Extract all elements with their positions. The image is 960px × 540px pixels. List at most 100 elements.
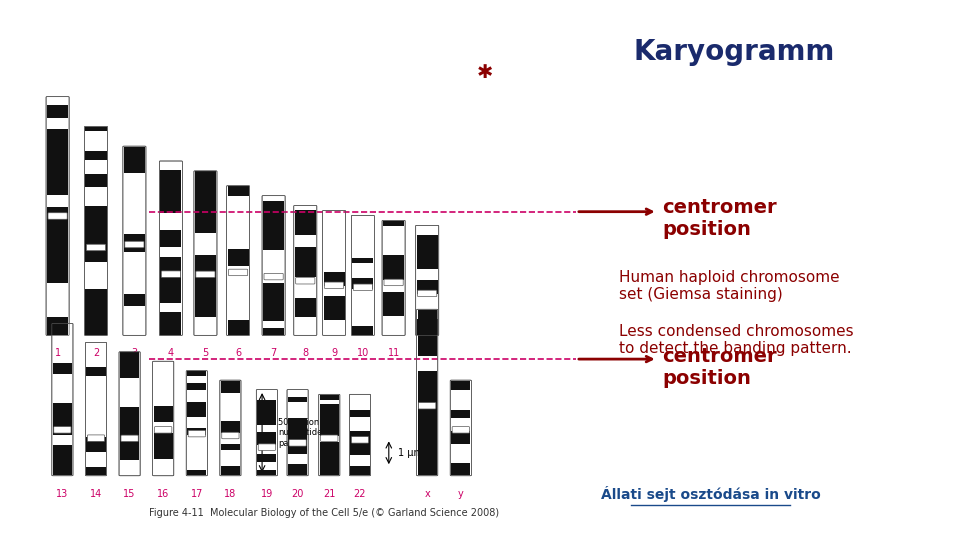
Bar [417, 260, 438, 269]
Bar [124, 154, 145, 173]
Bar [418, 342, 437, 356]
Bar [288, 429, 307, 436]
Bar [160, 275, 181, 282]
Bar [124, 147, 145, 154]
Bar [257, 409, 276, 417]
Bar [288, 436, 307, 442]
FancyBboxPatch shape [87, 435, 105, 441]
Bar [320, 420, 339, 428]
Bar [160, 195, 181, 213]
Bar [47, 105, 68, 118]
Bar [154, 416, 173, 422]
Bar [53, 411, 72, 427]
Text: 6: 6 [235, 348, 241, 359]
Bar [418, 402, 437, 417]
FancyBboxPatch shape [323, 211, 346, 335]
Bar [417, 253, 438, 260]
Text: 15: 15 [124, 489, 135, 499]
Bar [257, 400, 276, 409]
FancyBboxPatch shape [222, 432, 239, 438]
FancyBboxPatch shape [194, 171, 217, 335]
Bar [221, 443, 240, 450]
Text: y: y [458, 489, 464, 499]
Bar [154, 447, 173, 459]
Bar [187, 383, 206, 390]
Bar [295, 270, 316, 276]
Bar [417, 280, 438, 289]
Bar [124, 233, 145, 252]
Bar [263, 218, 284, 228]
Bar [263, 312, 284, 321]
FancyBboxPatch shape [161, 271, 180, 278]
Text: 7: 7 [271, 348, 276, 359]
Bar [352, 327, 373, 335]
FancyBboxPatch shape [384, 279, 403, 286]
Text: ✱: ✱ [476, 63, 493, 83]
Bar [120, 407, 139, 421]
Text: 18: 18 [225, 489, 236, 499]
Bar [418, 383, 437, 402]
Bar [228, 186, 249, 196]
Bar [417, 330, 438, 335]
Bar [324, 281, 345, 286]
Bar [160, 282, 181, 292]
Bar [383, 303, 404, 316]
Text: 12: 12 [421, 348, 433, 359]
Bar [53, 363, 72, 374]
Bar [221, 421, 240, 433]
FancyBboxPatch shape [351, 215, 374, 335]
FancyBboxPatch shape [294, 206, 317, 335]
Text: Human haploid chromosome
set (Giemsa staining): Human haploid chromosome set (Giemsa sta… [619, 270, 840, 302]
FancyBboxPatch shape [52, 323, 73, 476]
Text: centromer
position: centromer position [662, 198, 777, 239]
Bar [451, 463, 470, 475]
FancyBboxPatch shape [351, 437, 369, 443]
FancyBboxPatch shape [46, 97, 69, 335]
Bar [383, 254, 404, 261]
Bar [295, 225, 316, 235]
Bar [451, 430, 470, 443]
Bar [257, 470, 276, 475]
Bar [263, 201, 284, 208]
Text: 1 μm: 1 μm [398, 448, 423, 458]
Text: 4: 4 [168, 348, 174, 359]
Bar [53, 403, 72, 411]
Text: Állati sejt osztódása in vitro: Állati sejt osztódása in vitro [601, 486, 820, 502]
FancyBboxPatch shape [153, 361, 174, 476]
Bar [350, 450, 370, 455]
Bar [187, 402, 206, 416]
Bar [417, 289, 438, 294]
Bar [221, 466, 240, 475]
Bar [221, 381, 240, 388]
Text: 17: 17 [191, 489, 203, 499]
Bar [418, 439, 437, 454]
Bar [124, 294, 145, 306]
FancyBboxPatch shape [85, 342, 107, 476]
Bar [263, 328, 284, 335]
Bar [120, 451, 139, 460]
Text: centromer
position: centromer position [662, 347, 777, 388]
Bar [228, 248, 249, 266]
Bar [324, 272, 345, 281]
Bar [383, 273, 404, 280]
Bar [295, 247, 316, 255]
FancyBboxPatch shape [382, 220, 405, 335]
FancyBboxPatch shape [417, 309, 438, 476]
Bar [85, 289, 107, 312]
Bar [160, 292, 181, 303]
FancyBboxPatch shape [121, 435, 138, 442]
Bar [221, 388, 240, 393]
Bar [352, 258, 373, 262]
Bar [85, 312, 107, 335]
Bar [195, 181, 216, 199]
FancyBboxPatch shape [54, 427, 71, 433]
FancyBboxPatch shape [296, 278, 315, 284]
Bar [120, 437, 139, 444]
Text: Figure 4-11  Molecular Biology of the Cell 5/e (© Garland Science 2008): Figure 4-11 Molecular Biology of the Cel… [149, 508, 499, 518]
Bar [195, 205, 216, 222]
Bar [320, 413, 339, 420]
Bar [324, 309, 345, 320]
Bar [383, 267, 404, 273]
Bar [295, 255, 316, 270]
Text: 22: 22 [353, 489, 367, 499]
